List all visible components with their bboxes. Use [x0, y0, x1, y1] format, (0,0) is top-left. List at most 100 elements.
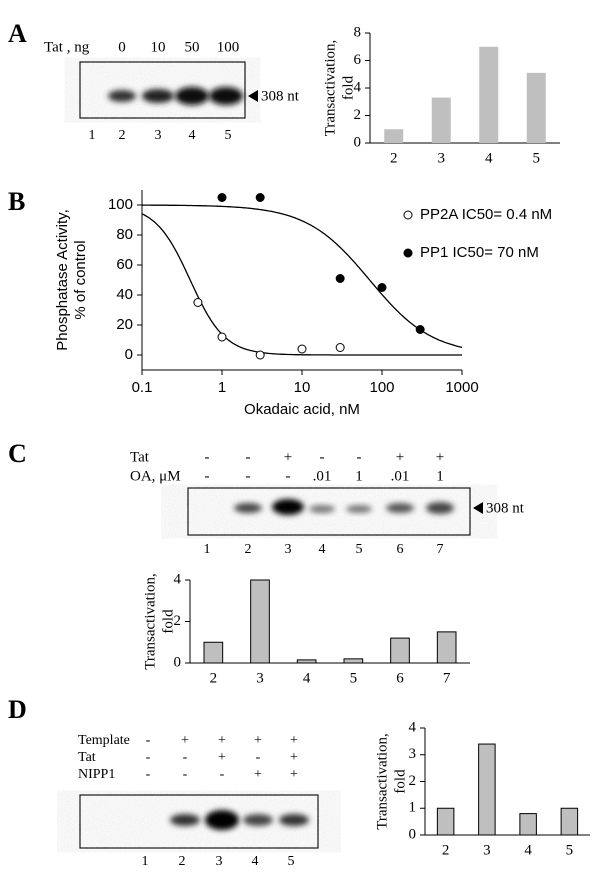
row-label: Tat [78, 750, 96, 765]
sign: + [218, 750, 226, 765]
x-tick-label: 1 [218, 379, 226, 396]
lane-number: 4 [189, 128, 196, 143]
sign: - [183, 750, 188, 765]
y-tick-label: 60 [116, 256, 133, 273]
sign: - [320, 449, 325, 465]
x-tick-label: 2 [210, 670, 218, 686]
data-point [255, 193, 265, 202]
gel-image [79, 794, 319, 849]
sign: + [218, 733, 226, 748]
sign: - [357, 449, 362, 465]
y-tick-label: 3 [409, 746, 417, 762]
x-tick-label: 10 [294, 379, 311, 396]
legend-marker [403, 248, 413, 258]
sign: + [181, 733, 189, 748]
x-tick-label: 4 [524, 842, 532, 858]
x-tick-label: 5 [533, 150, 541, 166]
sign: + [254, 733, 262, 748]
bar [343, 658, 364, 664]
y-tick-label: 4 [174, 571, 182, 587]
data-point [255, 350, 265, 360]
dose-label: 50 [185, 39, 200, 55]
y-tick-label: 2 [174, 613, 182, 629]
y-tick-label: 2 [354, 107, 362, 123]
sign: + [284, 449, 292, 465]
sign: - [183, 767, 188, 782]
lane-number: 4 [319, 542, 326, 557]
sign: + [290, 750, 298, 765]
x-tick-label: 4 [303, 670, 311, 686]
lane-number: 6 [397, 542, 404, 557]
bar [384, 129, 404, 143]
bar [519, 813, 537, 836]
bar [431, 97, 451, 143]
x-tick-label: 100 [369, 379, 394, 396]
y-tick-label: 20 [116, 316, 133, 333]
x-tick-label: 3 [483, 842, 491, 858]
bar [296, 659, 317, 664]
sign: + [254, 767, 262, 782]
x-tick-label: 5 [566, 842, 574, 858]
panel-label: B [8, 187, 25, 216]
lane-number: 7 [437, 542, 444, 557]
sign: - [146, 733, 151, 748]
y-axis-label: Transactivation, [374, 733, 390, 830]
band-marker: 308 nt [261, 88, 300, 104]
legend-label: PP2A IC50= 0.4 nM [420, 206, 552, 223]
y-tick-label: 40 [116, 286, 133, 303]
data-point [377, 283, 387, 292]
sign: - [246, 449, 251, 465]
x-tick-label: 2 [442, 842, 450, 858]
sign: - [146, 767, 151, 782]
y-tick-label: 0 [409, 826, 417, 842]
y-axis-label: fold [160, 609, 176, 634]
data-point [415, 325, 425, 334]
lane-number: 1 [204, 542, 211, 557]
y-tick-label: 8 [354, 24, 362, 40]
data-point [335, 343, 345, 352]
bar [478, 743, 496, 836]
row-label: Template [78, 733, 130, 748]
bar [390, 637, 410, 664]
lane-number: 5 [225, 128, 232, 143]
lane-number: 3 [155, 128, 162, 143]
y-tick-label: 1 [409, 800, 417, 816]
fit-curve [141, 213, 462, 356]
bar [560, 807, 579, 836]
row-label: Tat , ng [44, 39, 90, 55]
y-tick-label: 80 [116, 226, 133, 243]
bar [203, 641, 224, 664]
x-tick-label: 5 [350, 670, 358, 686]
y-axis-label: Phosphatase Activity, [54, 209, 71, 350]
y-axis-label: fold [340, 75, 356, 100]
y-tick-label: 6 [354, 52, 362, 68]
dose-label: 10 [151, 39, 166, 55]
fit-curve [142, 204, 463, 349]
sign: 1 [355, 468, 363, 484]
gel-image [187, 487, 483, 536]
lane-number: 2 [245, 542, 252, 557]
y-axis-label: % of control [72, 240, 89, 319]
lane-number: 3 [216, 854, 223, 869]
row-label: Tat [130, 449, 150, 465]
data-point [193, 298, 203, 307]
sign: - [220, 767, 225, 782]
x-tick-label: 6 [396, 670, 404, 686]
y-tick-label: 0 [174, 654, 182, 670]
sign: - [146, 750, 151, 765]
bar [526, 72, 546, 143]
sign: + [436, 449, 444, 465]
sign: + [290, 733, 298, 748]
y-tick-label: 0 [125, 346, 133, 363]
x-axis-label: Okadaic acid, nM [244, 401, 360, 418]
y-axis-label: Transactivation, [142, 573, 158, 670]
bar [436, 631, 457, 664]
gel-image [79, 61, 258, 119]
bar [479, 46, 499, 143]
y-tick-label: 4 [409, 719, 417, 735]
x-tick-label: 7 [443, 670, 451, 686]
x-tick-label: 4 [485, 150, 493, 166]
sign: - [286, 468, 291, 484]
y-axis-label: fold [392, 769, 408, 794]
